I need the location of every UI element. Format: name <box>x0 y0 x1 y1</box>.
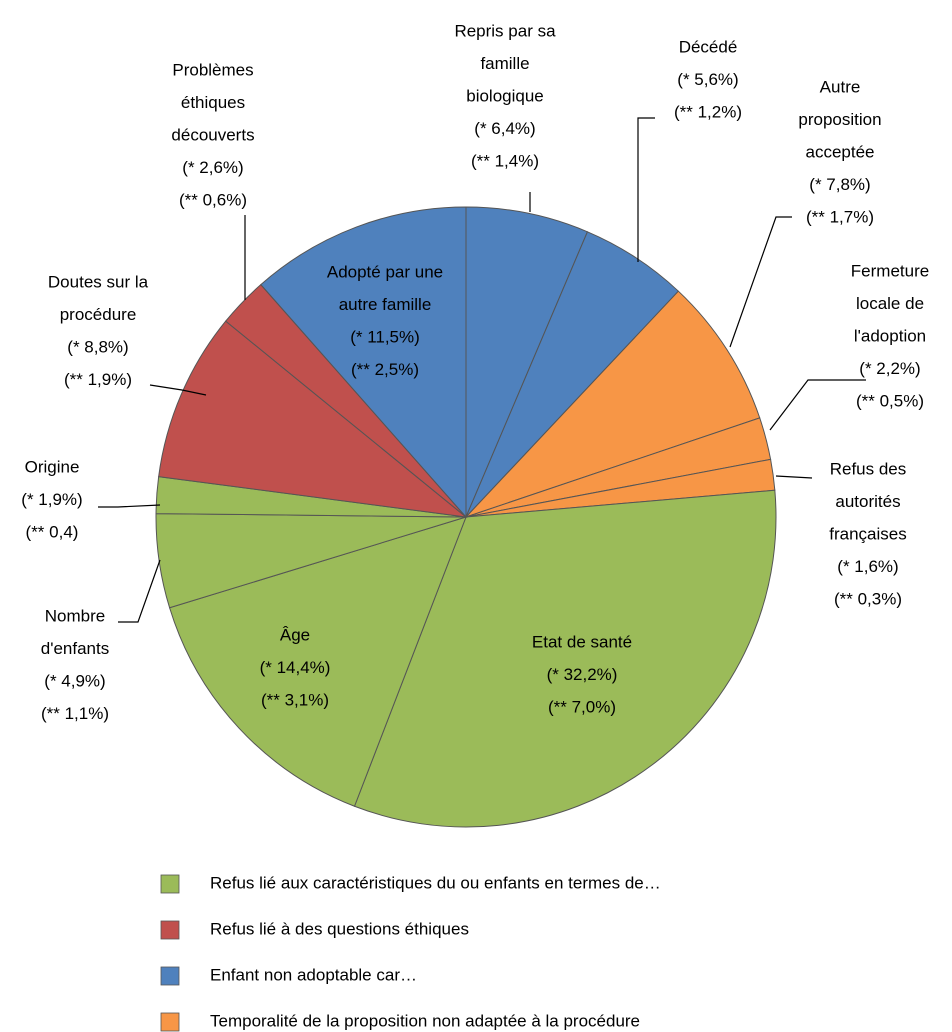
slice-label: d'enfants <box>41 639 109 658</box>
slice-secondary-label: (** 0,5%) <box>856 391 924 410</box>
leader-line <box>149 384 207 396</box>
legend-label: Refus lié à des questions éthiques <box>210 919 469 938</box>
slice-secondary-label: (** 3,1%) <box>261 690 329 709</box>
slice-value-label: (* 1,9%) <box>21 490 82 509</box>
slice-secondary-label: (** 1,2%) <box>674 102 742 121</box>
slice-label: Repris par sa <box>454 21 556 40</box>
legend-label: Temporalité de la proposition non adapté… <box>210 1011 640 1030</box>
legend-swatch <box>160 1012 180 1032</box>
legend-swatch <box>160 920 180 940</box>
slice-label: Refus des <box>830 459 907 478</box>
legend-label: Enfant non adoptable car… <box>210 965 417 984</box>
slice-label: locale de <box>856 294 924 313</box>
slice-value-label: (* 7,8%) <box>809 175 870 194</box>
slice-secondary-label: (** 1,9%) <box>64 370 132 389</box>
slice-secondary-label: (** 0,3%) <box>834 589 902 608</box>
slice-secondary-label: (** 1,4%) <box>471 151 539 170</box>
slice-value-label: (* 4,9%) <box>44 671 105 690</box>
slice-value-label: (* 2,2%) <box>859 359 920 378</box>
slice-label: Fermeture <box>851 261 929 280</box>
pie-slice <box>465 290 761 518</box>
slice-label: Etat de santé <box>532 632 632 651</box>
slice-label: autorités <box>835 492 900 511</box>
slice-value-label: (* 1,6%) <box>837 557 898 576</box>
pie-slice <box>260 206 467 519</box>
slice-secondary-label: (** 1,1%) <box>41 704 109 723</box>
slice-value-label: (* 8,8%) <box>67 337 128 356</box>
slice-secondary-label: (** 0,6%) <box>179 190 247 209</box>
slice-label: biologique <box>466 86 544 105</box>
slice-label: Âge <box>280 625 310 644</box>
pie-slice <box>158 320 468 518</box>
slice-label: découverts <box>171 125 254 144</box>
slice-label: éthiques <box>181 93 245 112</box>
slice-value-label: (* 6,4%) <box>474 119 535 138</box>
slice-label: Autre <box>820 77 861 96</box>
slice-label: Doutes sur la <box>48 272 149 291</box>
slice-label: françaises <box>829 524 906 543</box>
leader-line <box>729 216 792 348</box>
slice-value-label: (* 2,6%) <box>182 158 243 177</box>
leader-line <box>637 117 655 262</box>
slice-label: Origine <box>25 457 80 476</box>
slice-label: Adopté par une <box>327 262 443 281</box>
slice-label: famille <box>480 54 529 73</box>
slice-label: autre famille <box>339 295 432 314</box>
legend-label: Refus lié aux caractéristiques du ou enf… <box>210 873 661 892</box>
slice-label: Problèmes <box>172 60 253 79</box>
slice-label: acceptée <box>806 142 875 161</box>
slice-label: Nombre <box>45 606 105 625</box>
leader-line <box>769 379 866 431</box>
slice-label: l'adoption <box>854 326 926 345</box>
leader-line <box>118 559 161 623</box>
slice-value-label: (* 11,5%) <box>350 327 420 346</box>
slice-label: proposition <box>798 110 881 129</box>
pie-slice <box>465 206 589 518</box>
legend-swatch <box>160 874 180 894</box>
slice-secondary-label: (** 7,0%) <box>548 697 616 716</box>
slice-secondary-label: (** 0,4) <box>26 522 79 541</box>
slice-label: procédure <box>60 305 137 324</box>
slice-secondary-label: (** 2,5%) <box>351 360 419 379</box>
leader-line <box>98 504 161 508</box>
leader-line <box>775 475 813 479</box>
pie-slice <box>353 489 777 828</box>
slice-value-label: (* 5,6%) <box>677 70 738 89</box>
slice-value-label: (* 14,4%) <box>260 658 331 677</box>
slice-value-label: (* 32,2%) <box>547 665 618 684</box>
legend-swatch <box>160 966 180 986</box>
slice-secondary-label: (** 1,7%) <box>806 207 874 226</box>
pie-slice <box>168 516 467 807</box>
slice-label: Décédé <box>679 37 738 56</box>
